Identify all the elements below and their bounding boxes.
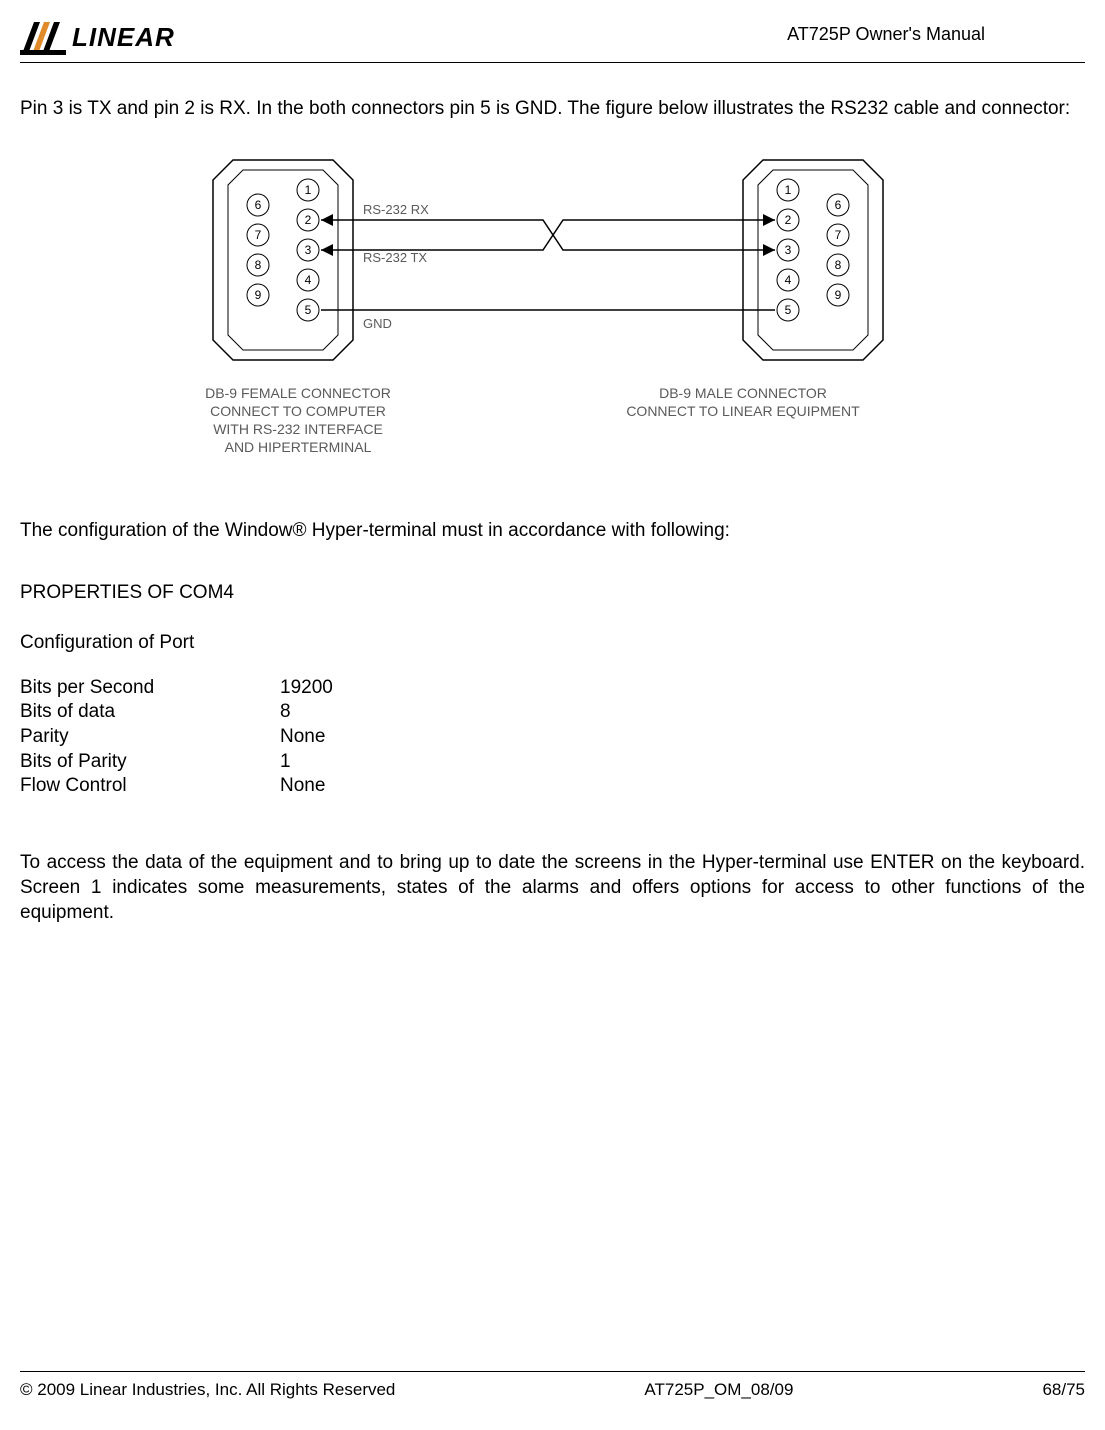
svg-text:RS-232 TX: RS-232 TX bbox=[363, 250, 427, 265]
config-value: 19200 bbox=[280, 676, 333, 701]
svg-text:DB-9 FEMALE CONNECTOR: DB-9 FEMALE CONNECTOR bbox=[205, 385, 391, 401]
svg-text:3: 3 bbox=[304, 243, 311, 257]
svg-text:7: 7 bbox=[254, 228, 261, 242]
footer-rule bbox=[20, 1371, 1085, 1372]
config-value: None bbox=[280, 725, 325, 750]
config-row: Flow ControlNone bbox=[20, 774, 1085, 799]
svg-text:5: 5 bbox=[304, 303, 311, 317]
config-intro: The configuration of the Window® Hyper-t… bbox=[20, 520, 1085, 542]
svg-text:DB-9 MALE CONNECTOR: DB-9 MALE CONNECTOR bbox=[659, 385, 827, 401]
logo: LINEAR bbox=[20, 18, 175, 56]
rs232-diagram: 6 7 8 9 1 2 3 4 5 1 2 3 4 5 6 7 8 9 RS-232 RX RS-232 TX GND D… bbox=[20, 150, 1085, 480]
svg-text:5: 5 bbox=[784, 303, 791, 317]
connector-diagram-svg: 6 7 8 9 1 2 3 4 5 1 2 3 4 5 6 7 8 9 RS-232 RX RS-232 TX GND D… bbox=[203, 150, 903, 480]
svg-text:3: 3 bbox=[784, 243, 791, 257]
svg-text:9: 9 bbox=[254, 288, 261, 302]
svg-text:CONNECT TO COMPUTER: CONNECT TO COMPUTER bbox=[210, 403, 386, 419]
logo-icon bbox=[20, 18, 66, 56]
config-label: Bits of data bbox=[20, 700, 280, 725]
svg-text:7: 7 bbox=[834, 228, 841, 242]
access-paragraph: To access the data of the equipment and … bbox=[20, 851, 1085, 925]
config-row: Bits per Second19200 bbox=[20, 676, 1085, 701]
config-value: 8 bbox=[280, 700, 291, 725]
logo-text: LINEAR bbox=[72, 22, 175, 53]
properties-heading: PROPERTIES OF COM4 bbox=[20, 582, 1085, 604]
footer-doc-id: AT725P_OM_08/09 bbox=[644, 1380, 793, 1400]
svg-text:4: 4 bbox=[304, 273, 311, 287]
config-label: Flow Control bbox=[20, 774, 280, 799]
page-header: LINEAR AT725P Owner's Manual bbox=[20, 18, 1085, 56]
intro-paragraph: Pin 3 is TX and pin 2 is RX. In the both… bbox=[20, 97, 1085, 122]
svg-text:1: 1 bbox=[784, 183, 791, 197]
svg-text:GND: GND bbox=[363, 316, 392, 331]
svg-text:RS-232 RX: RS-232 RX bbox=[363, 202, 429, 217]
config-label: Bits of Parity bbox=[20, 750, 280, 775]
config-value: 1 bbox=[280, 750, 291, 775]
config-value: None bbox=[280, 774, 325, 799]
config-table: Bits per Second19200Bits of data8ParityN… bbox=[20, 676, 1085, 799]
config-row: Bits of data8 bbox=[20, 700, 1085, 725]
svg-text:8: 8 bbox=[254, 258, 261, 272]
page-footer: © 2009 Linear Industries, Inc. All Right… bbox=[20, 1371, 1085, 1400]
svg-text:9: 9 bbox=[834, 288, 841, 302]
svg-text:6: 6 bbox=[834, 198, 841, 212]
svg-text:2: 2 bbox=[304, 213, 311, 227]
config-row: ParityNone bbox=[20, 725, 1085, 750]
header-rule bbox=[20, 62, 1085, 63]
svg-text:WITH RS-232 INTERFACE: WITH RS-232 INTERFACE bbox=[213, 421, 383, 437]
config-subheading: Configuration of Port bbox=[20, 632, 1085, 654]
config-row: Bits of Parity1 bbox=[20, 750, 1085, 775]
svg-text:2: 2 bbox=[784, 213, 791, 227]
svg-text:CONNECT TO LINEAR EQUIPMENT: CONNECT TO LINEAR EQUIPMENT bbox=[626, 403, 860, 419]
svg-text:4: 4 bbox=[784, 273, 791, 287]
document-title: AT725P Owner's Manual bbox=[787, 24, 985, 45]
footer-page: 68/75 bbox=[1042, 1380, 1085, 1400]
svg-text:6: 6 bbox=[254, 198, 261, 212]
config-label: Parity bbox=[20, 725, 280, 750]
svg-text:1: 1 bbox=[304, 183, 311, 197]
footer-copyright: © 2009 Linear Industries, Inc. All Right… bbox=[20, 1380, 395, 1400]
svg-text:8: 8 bbox=[834, 258, 841, 272]
config-label: Bits per Second bbox=[20, 676, 280, 701]
svg-text:AND HIPERTERMINAL: AND HIPERTERMINAL bbox=[224, 439, 371, 455]
